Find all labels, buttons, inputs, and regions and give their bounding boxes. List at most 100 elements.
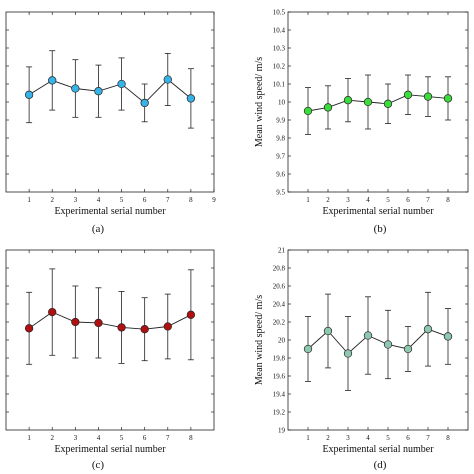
x-tick-label: 1 <box>27 434 31 442</box>
panel-label-c: (c) <box>92 459 105 471</box>
y-tick-label: 19.8 <box>273 355 286 363</box>
x-tick-label: 6 <box>406 196 410 204</box>
x-tick-label: 2 <box>326 434 330 442</box>
data-point <box>403 344 413 354</box>
x-tick-label: 6 <box>143 434 147 442</box>
data-point <box>117 79 126 89</box>
data-point <box>163 75 172 84</box>
y-tick-label: 19 <box>278 427 286 435</box>
x-tick-label: 3 <box>74 434 78 442</box>
x-tick-label: 3 <box>74 196 78 204</box>
data-point <box>443 94 453 103</box>
data-point <box>363 331 373 340</box>
x-axis-title: Experimental serial number <box>322 206 434 217</box>
x-tick-label: 1 <box>27 196 31 204</box>
x-tick-label: 8 <box>446 434 450 442</box>
data-point <box>383 99 393 108</box>
y-tick-label: 10.1 <box>273 81 286 89</box>
data-point <box>94 318 103 328</box>
x-tick-label: 5 <box>386 196 390 204</box>
y-axis-title: Mean wind speed/ m/s <box>254 57 265 147</box>
data-point <box>48 307 57 317</box>
x-tick-label: 3 <box>346 434 350 442</box>
panel-label-d: (d) <box>374 459 387 471</box>
y-tick-label: 20.8 <box>273 265 286 273</box>
y-tick-label: 9.6 <box>276 171 285 179</box>
x-tick-label: 9 <box>212 196 216 204</box>
data-point <box>71 317 80 327</box>
data-point <box>186 94 196 103</box>
y-tick-label: 10.2 <box>273 63 286 71</box>
y-tick-label: 19.6 <box>273 373 286 381</box>
y-tick-label: 10.4 <box>273 27 286 35</box>
data-point <box>140 98 149 108</box>
y-tick-label: 20.2 <box>273 319 286 327</box>
data-point <box>186 310 196 319</box>
data-point <box>140 325 149 334</box>
data-point <box>71 84 80 93</box>
x-tick-label: 4 <box>366 196 370 204</box>
data-point <box>423 325 433 334</box>
x-tick-label: 2 <box>326 196 330 204</box>
y-tick-label: 21 <box>278 247 286 255</box>
x-tick-label: 1 <box>306 434 310 442</box>
x-tick-label: 5 <box>386 434 390 442</box>
x-tick-label: 6 <box>406 434 410 442</box>
x-tick-label: 8 <box>446 196 450 204</box>
data-point <box>403 90 413 99</box>
x-tick-label: 2 <box>50 196 54 204</box>
plot-frame <box>5 249 215 431</box>
y-tick-label: 19.2 <box>273 409 286 417</box>
panel-label-a: (a) <box>92 223 105 235</box>
x-tick-label: 2 <box>50 434 54 442</box>
x-tick-label: 3 <box>346 196 350 204</box>
y-tick-label: 20 <box>278 337 286 345</box>
y-tick-label: 20.6 <box>273 283 286 291</box>
x-tick-label: 4 <box>97 196 101 204</box>
data-point <box>363 97 373 107</box>
chart-panel-4: 1 2 3 4 5 6 7 8 19 19.2 19.4 19.6 19.8 20 20.2 20.4 20.6… <box>254 247 469 455</box>
x-tick-label: 7 <box>166 434 170 442</box>
chart-panel-3: 1 2 3 4 5 6 7 8 Experimental serial number <box>5 249 215 455</box>
data-point <box>343 96 353 105</box>
data-point <box>323 103 333 112</box>
x-tick-label: 1 <box>306 196 310 204</box>
x-axis-title: Experimental serial number <box>54 206 166 217</box>
data-point <box>323 326 333 336</box>
x-tick-label: 7 <box>166 196 170 204</box>
x-tick-label: 4 <box>366 434 370 442</box>
x-tick-label: 4 <box>97 434 101 442</box>
y-tick-label: 10.5 <box>273 9 286 17</box>
data-point <box>383 340 393 349</box>
data-point <box>423 92 433 101</box>
x-tick-label: 8 <box>189 434 193 442</box>
plot-frame <box>5 11 215 193</box>
x-tick-label: 6 <box>143 196 147 204</box>
x-tick-label: 5 <box>120 196 124 204</box>
chart-panel-2: 1 2 3 4 5 6 7 8 9.5 9.6 9.7 9.8 9.9 10 10.1 10.2 10.3 10.… <box>254 9 469 217</box>
series-line <box>307 328 449 355</box>
plot-frame <box>287 11 469 193</box>
panel-label-b: (b) <box>374 223 387 235</box>
y-tick-label: 20.4 <box>273 301 286 309</box>
x-tick-label: 5 <box>120 434 124 442</box>
data-point <box>24 90 34 99</box>
y-tick-label: 9.5 <box>276 189 285 197</box>
data-point <box>303 106 313 116</box>
y-tick-label: 10.3 <box>273 45 286 53</box>
data-point <box>94 87 103 96</box>
data-point <box>303 344 313 354</box>
x-tick-label: 7 <box>426 434 430 442</box>
data-point <box>443 332 453 341</box>
x-tick-label: 7 <box>426 196 430 204</box>
x-axis-title: Experimental serial number <box>322 444 434 455</box>
x-axis-title: Experimental serial number <box>54 444 166 455</box>
y-tick-label: 10 <box>278 99 286 107</box>
data-point <box>24 324 34 333</box>
y-tick-label: 9.9 <box>276 117 285 125</box>
data-point <box>343 349 353 358</box>
data-point <box>117 323 126 332</box>
data-point <box>48 76 57 85</box>
y-tick-label: 19.4 <box>273 391 286 399</box>
